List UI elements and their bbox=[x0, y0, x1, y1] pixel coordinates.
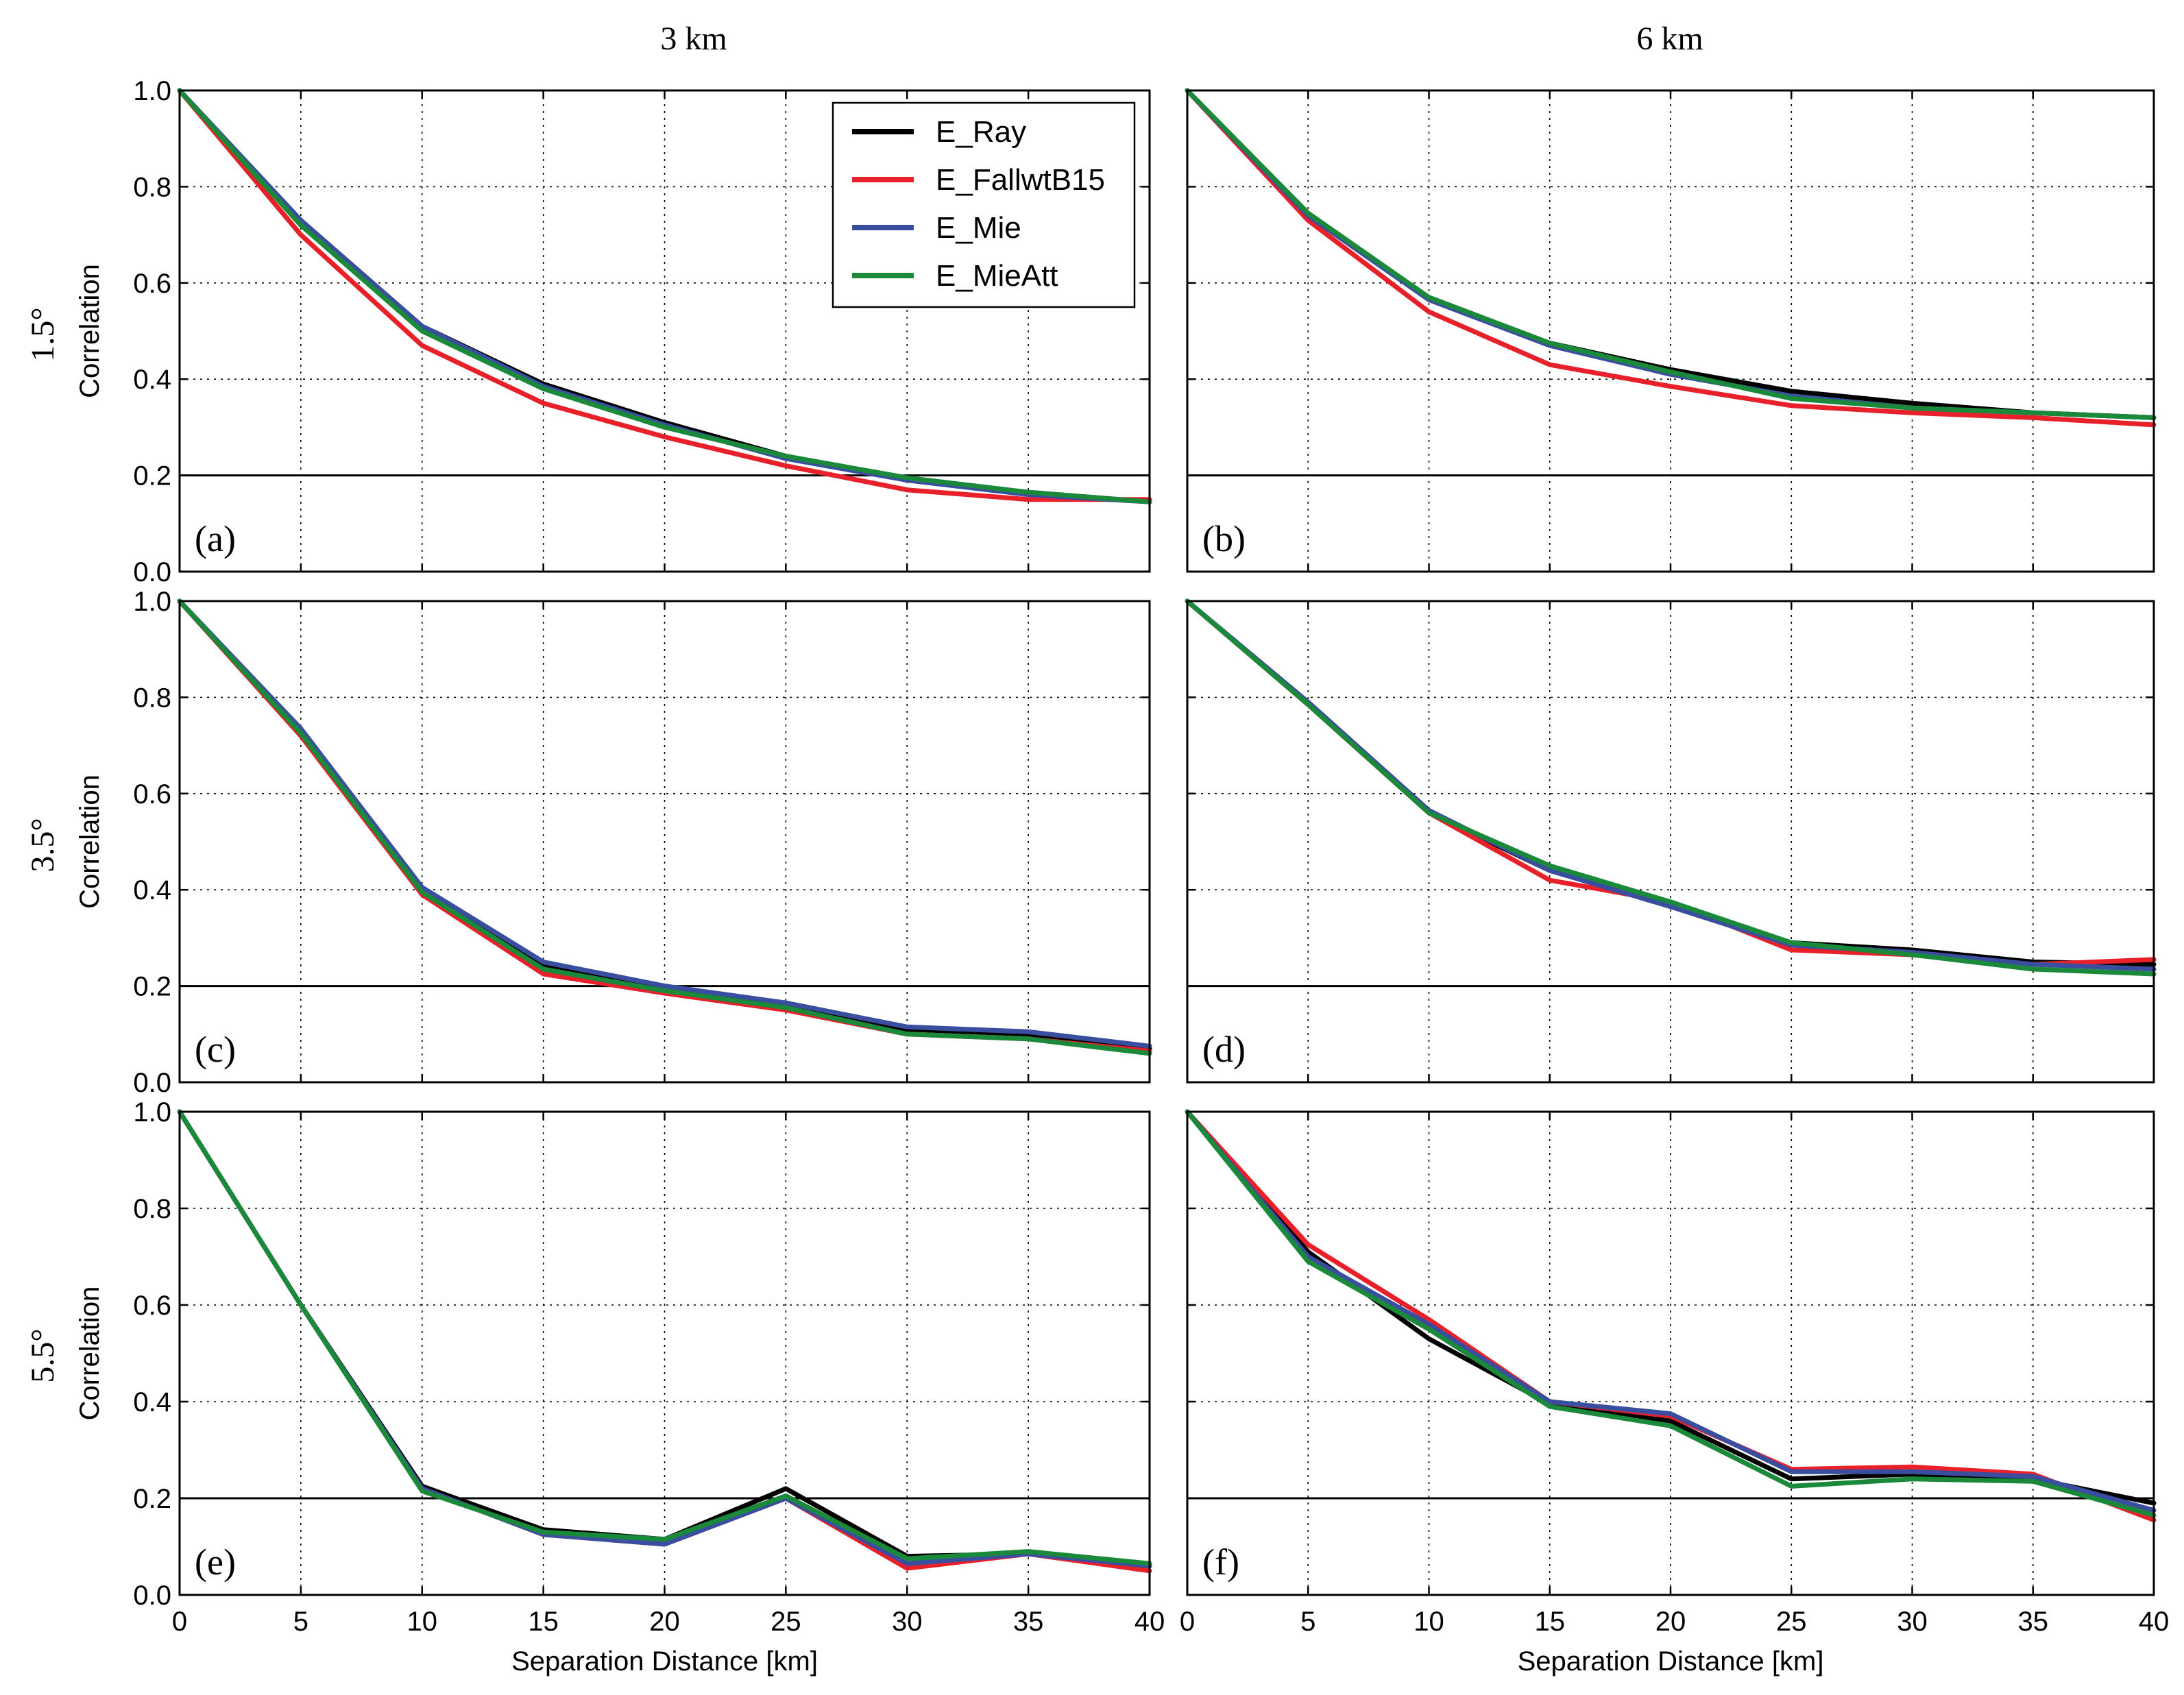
row-title-5-5deg: 5.5° bbox=[25, 1328, 61, 1382]
panel-label: (a) bbox=[195, 518, 236, 559]
panel-label: (f) bbox=[1202, 1541, 1239, 1583]
legend-label: E_FallwtB15 bbox=[936, 163, 1105, 197]
x-tick-label: 40 bbox=[2139, 1607, 2170, 1637]
y-tick-label: 0.4 bbox=[133, 875, 171, 905]
x-axis-label: Separation Distance [km] bbox=[1518, 1646, 1824, 1676]
column-title-3km: 3 km bbox=[660, 21, 727, 57]
x-tick-label: 10 bbox=[1413, 1607, 1444, 1637]
y-tick-label: 0.0 bbox=[133, 1068, 171, 1098]
y-tick-label: 0.8 bbox=[133, 172, 171, 202]
panel-b: (b) bbox=[1185, 88, 2157, 573]
y-tick-label: 1.0 bbox=[133, 1097, 171, 1127]
x-tick-label: 0 bbox=[1180, 1607, 1195, 1637]
series-line-e-mie bbox=[177, 598, 1152, 1049]
series-line-e-ray bbox=[1185, 1109, 2157, 1506]
x-tick-label: 30 bbox=[1897, 1607, 1928, 1637]
x-tick-label: 15 bbox=[1535, 1607, 1566, 1637]
y-tick-label: 0.2 bbox=[133, 1484, 171, 1514]
panel-e: 0.0 0.2 0.4 0.6 0.8 1.0 Correlation 0 5 10 15 20 25 3… bbox=[75, 1097, 1165, 1676]
panel-label: (c) bbox=[195, 1029, 236, 1070]
series-line-e-fallwtb15 bbox=[177, 88, 1152, 502]
series-line-e-mie bbox=[1185, 1109, 2157, 1513]
y-tick-label: 1.0 bbox=[133, 76, 171, 106]
x-tick-label: 10 bbox=[407, 1607, 438, 1637]
row-title-1-5deg: 1.5° bbox=[25, 307, 61, 361]
y-tick-label: 0.0 bbox=[133, 557, 171, 587]
series-line-e-mieatt bbox=[1185, 1109, 2157, 1518]
y-tick-label: 0.0 bbox=[133, 1581, 171, 1611]
series-line-e-mieatt bbox=[177, 88, 1152, 504]
y-tick-label: 0.2 bbox=[133, 461, 171, 491]
x-tick-label: 20 bbox=[649, 1607, 680, 1637]
panel-label: (d) bbox=[1202, 1029, 1246, 1070]
column-titles: 3 km 6 km bbox=[660, 21, 1703, 57]
x-tick-label: 35 bbox=[1013, 1607, 1044, 1637]
y-tick-label: 1.0 bbox=[133, 587, 171, 617]
legend-label: E_MieAtt bbox=[936, 259, 1058, 293]
series-line-e-ray bbox=[177, 598, 1152, 1051]
legend: E_Ray E_FallwtB15 E_Mie E_MieAtt bbox=[832, 101, 1136, 308]
panel-a: 0.0 0.2 0.4 0.6 0.8 1.0 Correlation (a) bbox=[75, 76, 1152, 587]
x-tick-label: 20 bbox=[1655, 1607, 1686, 1637]
series-line-e-mieatt bbox=[1185, 598, 2157, 977]
series-line-e-fallwtb15 bbox=[1185, 1109, 2157, 1523]
y-tick-label: 0.6 bbox=[133, 269, 171, 299]
y-axis-label: Correlation bbox=[75, 264, 105, 398]
y-tick-label: 0.4 bbox=[133, 1387, 171, 1417]
y-tick-label: 0.8 bbox=[133, 683, 171, 713]
legend-label: E_Mie bbox=[936, 211, 1021, 245]
x-tick-label: 25 bbox=[1776, 1607, 1807, 1637]
row-titles: 1.5° 3.5° 5.5° bbox=[25, 307, 61, 1382]
y-axis-label: Correlation bbox=[75, 775, 105, 909]
x-tick-label: 25 bbox=[771, 1607, 801, 1637]
x-tick-label: 30 bbox=[892, 1607, 923, 1637]
series-line-e-fallwtb15 bbox=[177, 598, 1152, 1053]
x-tick-label: 5 bbox=[293, 1607, 308, 1637]
x-tick-label: 5 bbox=[1300, 1607, 1315, 1637]
y-tick-label: 0.6 bbox=[133, 779, 171, 809]
panel-d: (d) bbox=[1185, 598, 2157, 1084]
y-tick-label: 0.6 bbox=[133, 1291, 171, 1321]
row-title-3-5deg: 3.5° bbox=[25, 818, 61, 872]
legend-label: E_Ray bbox=[936, 115, 1026, 149]
series-line-e-fallwtb15 bbox=[1185, 88, 2157, 428]
y-tick-label: 0.2 bbox=[133, 972, 171, 1002]
x-tick-label: 15 bbox=[528, 1607, 559, 1637]
panel-c: 0.0 0.2 0.4 0.6 0.8 1.0 Correlation (c) bbox=[75, 587, 1152, 1098]
panel-f: 0 5 10 15 20 25 30 35 40 Separation Distance [km]… bbox=[1180, 1109, 2170, 1676]
y-axis-label: Correlation bbox=[75, 1287, 105, 1421]
x-axis-label: Separation Distance [km] bbox=[511, 1646, 818, 1676]
series-line-e-mieatt bbox=[177, 598, 1152, 1056]
series-line-e-mieatt bbox=[1185, 88, 2157, 420]
x-tick-label: 35 bbox=[2018, 1607, 2049, 1637]
column-title-6km: 6 km bbox=[1636, 21, 1703, 57]
panel-label: (e) bbox=[195, 1541, 236, 1583]
panel-label: (b) bbox=[1202, 518, 1246, 559]
x-tick-label: 40 bbox=[1135, 1607, 1165, 1637]
series-line-e-mieatt bbox=[177, 1109, 1152, 1566]
y-tick-label: 0.8 bbox=[133, 1194, 171, 1224]
x-tick-label: 0 bbox=[172, 1607, 187, 1637]
y-tick-label: 0.4 bbox=[133, 365, 171, 395]
